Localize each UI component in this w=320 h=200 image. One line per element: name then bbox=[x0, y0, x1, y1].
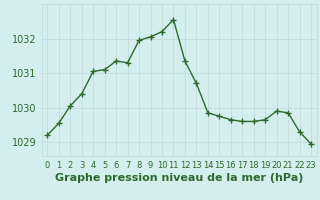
X-axis label: Graphe pression niveau de la mer (hPa): Graphe pression niveau de la mer (hPa) bbox=[55, 173, 303, 183]
